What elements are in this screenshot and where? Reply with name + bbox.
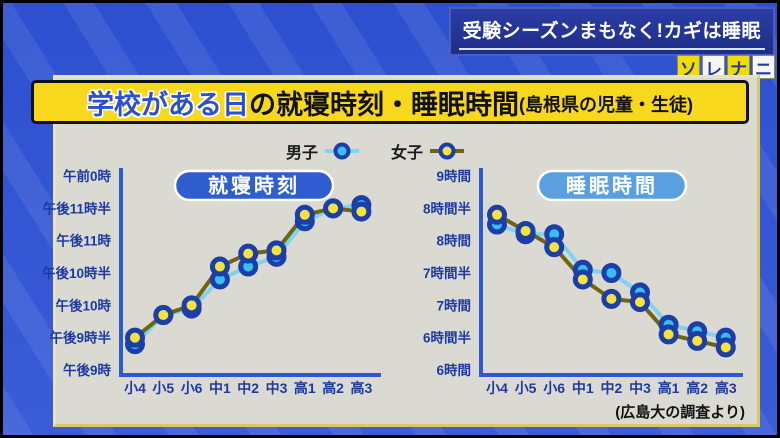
y-tick-label: 7時間: [436, 297, 471, 313]
page-title: 学校がある日 の就寝時刻・睡眠時間 (島根県の児童・生徒): [31, 80, 749, 124]
headline-text: 受験シーズンまもなく!カギは睡眠: [462, 21, 761, 42]
legend: 男子 女子: [286, 139, 466, 163]
data-point-girls-高2: [687, 330, 708, 351]
chart-title-pill: [536, 169, 688, 202]
data-point-girls-小4: [487, 204, 507, 225]
headline-banner: 受験シーズンまもなく!カギは睡眠: [448, 7, 775, 56]
x-tick-label: 高2: [322, 380, 344, 396]
data-point-girls-小6: [544, 237, 565, 258]
data-point-girls-小6: [181, 295, 202, 316]
y-tick-label: 午後11時: [56, 233, 111, 249]
legend-label-boys: 男子: [286, 145, 319, 162]
data-point-girls-中2: [601, 288, 622, 309]
y-tick-label: 6時間半: [423, 330, 472, 346]
title-highlight: 学校がある日: [87, 89, 249, 120]
x-tick-label: 小4: [124, 380, 146, 396]
chart-title-pill: [173, 169, 335, 202]
legend-item-girls: 女子: [391, 139, 466, 163]
y-tick-label: 午後9時半: [49, 330, 111, 346]
y-tick-label: 8時間: [436, 233, 471, 249]
logo-letter-3: ナ: [727, 55, 750, 79]
y-tick-label: 午後11時半: [43, 200, 112, 216]
x-tick-label: 小5: [515, 380, 537, 396]
chart-title-label: 就寝時刻: [208, 174, 300, 198]
program-logo: ソ レ ナ ニ: [677, 55, 775, 79]
data-point-girls-中2: [238, 243, 259, 264]
y-tick-label: 8時間半: [423, 200, 472, 216]
data-point-girls-高1: [294, 204, 315, 225]
data-point-girls-高3: [715, 337, 736, 358]
legend-label-girls: 女子: [391, 145, 424, 162]
x-tick-label: 高1: [658, 380, 680, 396]
data-point-girls-小5: [515, 220, 536, 241]
x-tick-label: 小4: [486, 380, 508, 396]
data-point-girls-小5: [153, 305, 174, 326]
data-point-girls-中3: [266, 240, 287, 261]
logo-letter-1: ソ: [677, 55, 700, 79]
data-point-girls-高3: [351, 201, 372, 222]
y-tick-label: 9時間: [436, 168, 471, 184]
y-tick-label: 午前0時: [63, 168, 112, 184]
legend-marker-girls-icon: [430, 142, 465, 160]
chart-panel: [53, 75, 760, 427]
source-note: (広島大の調査より): [615, 404, 745, 421]
x-tick-label: 小5: [152, 380, 174, 396]
chart-title-label: 睡眠時間: [566, 174, 658, 198]
x-tick-label: 高3: [715, 380, 737, 396]
title-subtitle: (島根県の児童・生徒): [519, 95, 693, 115]
data-point-girls-高1: [658, 324, 679, 345]
y-tick-label: 午後9時: [63, 362, 112, 378]
title-main: の就寝時刻・睡眠時間: [249, 89, 519, 120]
x-tick-label: 小6: [543, 380, 565, 396]
data-point-girls-中1: [209, 256, 230, 277]
data-point-girls-高2: [323, 198, 344, 219]
x-tick-label: 高1: [294, 380, 316, 396]
x-tick-label: 中1: [572, 380, 594, 396]
legend-item-boys: 男子: [286, 139, 361, 163]
data-point-girls-中1: [572, 269, 593, 290]
y-tick-label: 午後10時: [55, 297, 111, 313]
x-tick-label: 高2: [686, 380, 708, 396]
y-tick-label: 6時間: [436, 362, 471, 378]
y-tick-label: 7時間半: [423, 265, 472, 281]
legend-marker-boys-icon: [325, 142, 360, 160]
logo-letter-2: レ: [702, 55, 725, 79]
x-tick-label: 小6: [181, 380, 203, 396]
y-tick-label: 午後10時半: [42, 265, 112, 281]
x-tick-label: 中3: [629, 380, 651, 396]
x-tick-label: 中2: [601, 380, 623, 396]
x-tick-label: 中2: [237, 380, 259, 396]
data-point-girls-小4: [125, 327, 145, 348]
x-tick-label: 高3: [351, 380, 373, 396]
data-point-girls-中3: [630, 292, 650, 313]
data-point-boys-中2: [601, 263, 622, 283]
logo-letter-4: ニ: [752, 55, 775, 79]
x-tick-label: 中3: [266, 380, 288, 396]
x-tick-label: 中1: [209, 380, 231, 396]
headline-underline: [458, 48, 765, 50]
